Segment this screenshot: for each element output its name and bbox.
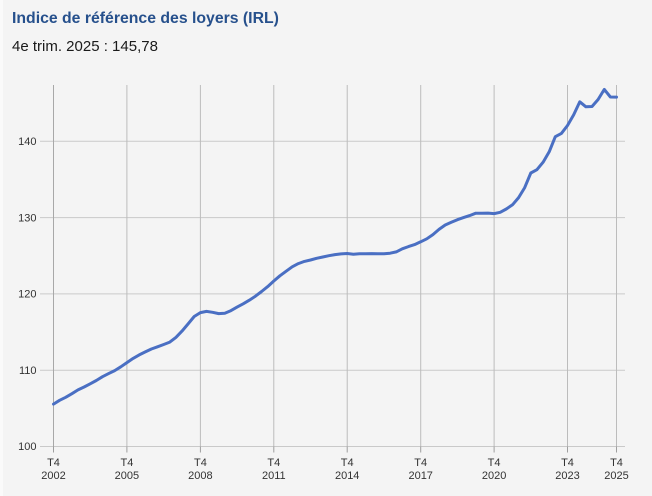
svg-text:2017: 2017 bbox=[408, 470, 432, 482]
svg-text:T4: T4 bbox=[488, 457, 501, 469]
svg-text:140: 140 bbox=[18, 136, 36, 148]
svg-text:2020: 2020 bbox=[482, 470, 506, 482]
svg-text:130: 130 bbox=[18, 212, 36, 224]
svg-text:T4: T4 bbox=[610, 457, 623, 469]
svg-text:2011: 2011 bbox=[262, 470, 286, 482]
svg-text:T4: T4 bbox=[561, 457, 574, 469]
svg-text:T4: T4 bbox=[47, 457, 60, 469]
svg-text:2014: 2014 bbox=[335, 470, 359, 482]
svg-text:T4: T4 bbox=[267, 457, 280, 469]
svg-text:120: 120 bbox=[18, 289, 36, 301]
svg-text:T4: T4 bbox=[414, 457, 427, 469]
svg-text:2005: 2005 bbox=[115, 470, 139, 482]
svg-text:2023: 2023 bbox=[555, 470, 579, 482]
svg-text:2008: 2008 bbox=[188, 470, 212, 482]
svg-text:100: 100 bbox=[18, 441, 36, 453]
svg-text:110: 110 bbox=[19, 365, 37, 377]
svg-text:2025: 2025 bbox=[604, 470, 628, 482]
svg-text:T4: T4 bbox=[194, 457, 207, 469]
svg-text:T4: T4 bbox=[341, 457, 354, 469]
svg-text:T4: T4 bbox=[120, 457, 133, 469]
svg-text:2002: 2002 bbox=[41, 470, 65, 482]
